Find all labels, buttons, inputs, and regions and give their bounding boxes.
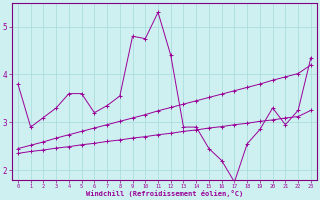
X-axis label: Windchill (Refroidissement éolien,°C): Windchill (Refroidissement éolien,°C) — [86, 190, 243, 197]
